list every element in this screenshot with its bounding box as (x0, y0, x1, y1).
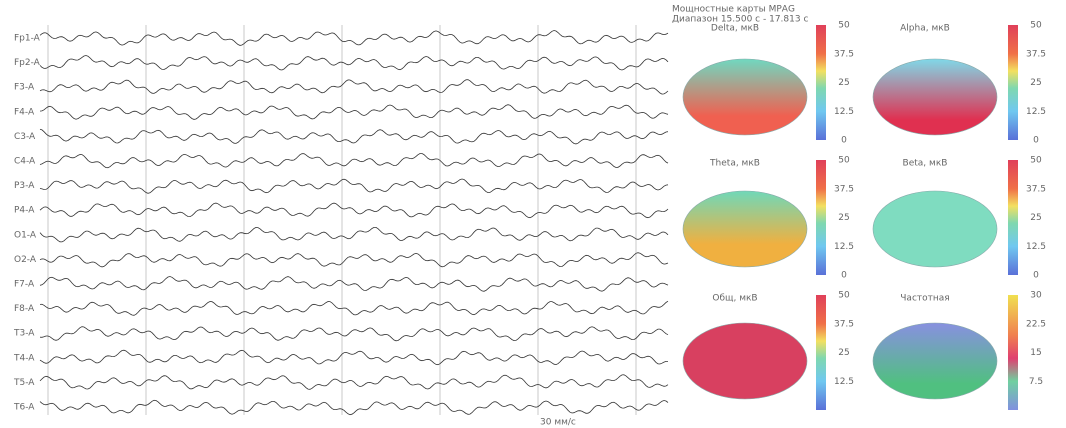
channel-label: T6-A (13, 403, 35, 413)
scale-label: 0 (841, 271, 847, 281)
scale-label: 12.5 (834, 242, 854, 252)
map-title: Alpha, мкВ (900, 24, 950, 34)
color-bar (1008, 25, 1018, 140)
scale-label: 25 (1030, 78, 1041, 88)
color-bar (1008, 160, 1018, 275)
scale-label: 37.5 (1026, 49, 1046, 59)
scale-label: 22.5 (1026, 319, 1046, 329)
color-bar (816, 295, 826, 410)
scale-label: 25 (838, 348, 849, 358)
scale-label: 37.5 (1026, 184, 1046, 194)
channel-label: Fp1-A (14, 34, 41, 44)
head-map (873, 191, 997, 267)
scale-label: 37.5 (834, 49, 854, 59)
channel-label: T4-A (13, 353, 35, 363)
scale-label: 37.5 (834, 319, 854, 329)
channel-label: F4-A (14, 107, 35, 117)
scale-label: 0 (841, 136, 847, 146)
channel-label: T5-A (13, 378, 35, 388)
head-map (683, 191, 807, 267)
map-title: Beta, мкВ (903, 159, 948, 169)
scale-label: 7.5 (1029, 377, 1043, 387)
head-map (683, 323, 807, 399)
channel-label: C4-A (14, 157, 36, 167)
channel-label: O2-A (14, 255, 37, 265)
color-bar (1008, 295, 1018, 410)
channel-label: F3-A (14, 83, 35, 93)
map-title: Theta, мкВ (709, 159, 760, 169)
scale-label: 25 (838, 78, 849, 88)
color-bar (816, 160, 826, 275)
scale-label: 50 (1030, 21, 1042, 31)
color-bar (816, 25, 826, 140)
scale-label: 12.5 (1026, 107, 1046, 117)
eeg-printout: Мощностные карты МРАG Диапазон 15.500 с … (0, 0, 1066, 428)
map-title: Частотная (900, 294, 949, 304)
scale-label: 0 (1033, 271, 1039, 281)
channel-label: P4-A (14, 206, 35, 216)
channel-label: F8-A (14, 304, 35, 314)
scale-label: 37.5 (834, 184, 854, 194)
scale-label: 15 (1030, 348, 1041, 358)
scale-label: 50 (838, 21, 850, 31)
map-title: Delta, мкВ (711, 24, 759, 34)
channel-label: Fp2-A (14, 58, 41, 68)
footer: 30 мм/с (540, 418, 576, 428)
head-map (873, 59, 997, 135)
scale-label: 50 (838, 156, 850, 166)
channel-label: T3-A (13, 329, 35, 339)
head-map (873, 323, 997, 399)
scale-label: 12.5 (1026, 242, 1046, 252)
scale-label: 0 (1033, 136, 1039, 146)
scale-label: 12.5 (834, 377, 854, 387)
head-map (683, 59, 807, 135)
channel-label: C3-A (14, 132, 36, 142)
scale-label: 50 (838, 291, 850, 301)
scale-label: 25 (1030, 213, 1041, 223)
scale-label: 12.5 (834, 107, 854, 117)
scale-label: 50 (1030, 156, 1042, 166)
channel-label: F7-A (14, 280, 35, 290)
channel-label: P3-A (14, 181, 35, 191)
scale-label: 30 (1030, 291, 1042, 301)
channel-label: O1-A (14, 230, 37, 240)
map-title: Общ, мкВ (712, 294, 757, 304)
scale-label: 25 (838, 213, 849, 223)
header-title: Мощностные карты МРАG (672, 5, 795, 15)
